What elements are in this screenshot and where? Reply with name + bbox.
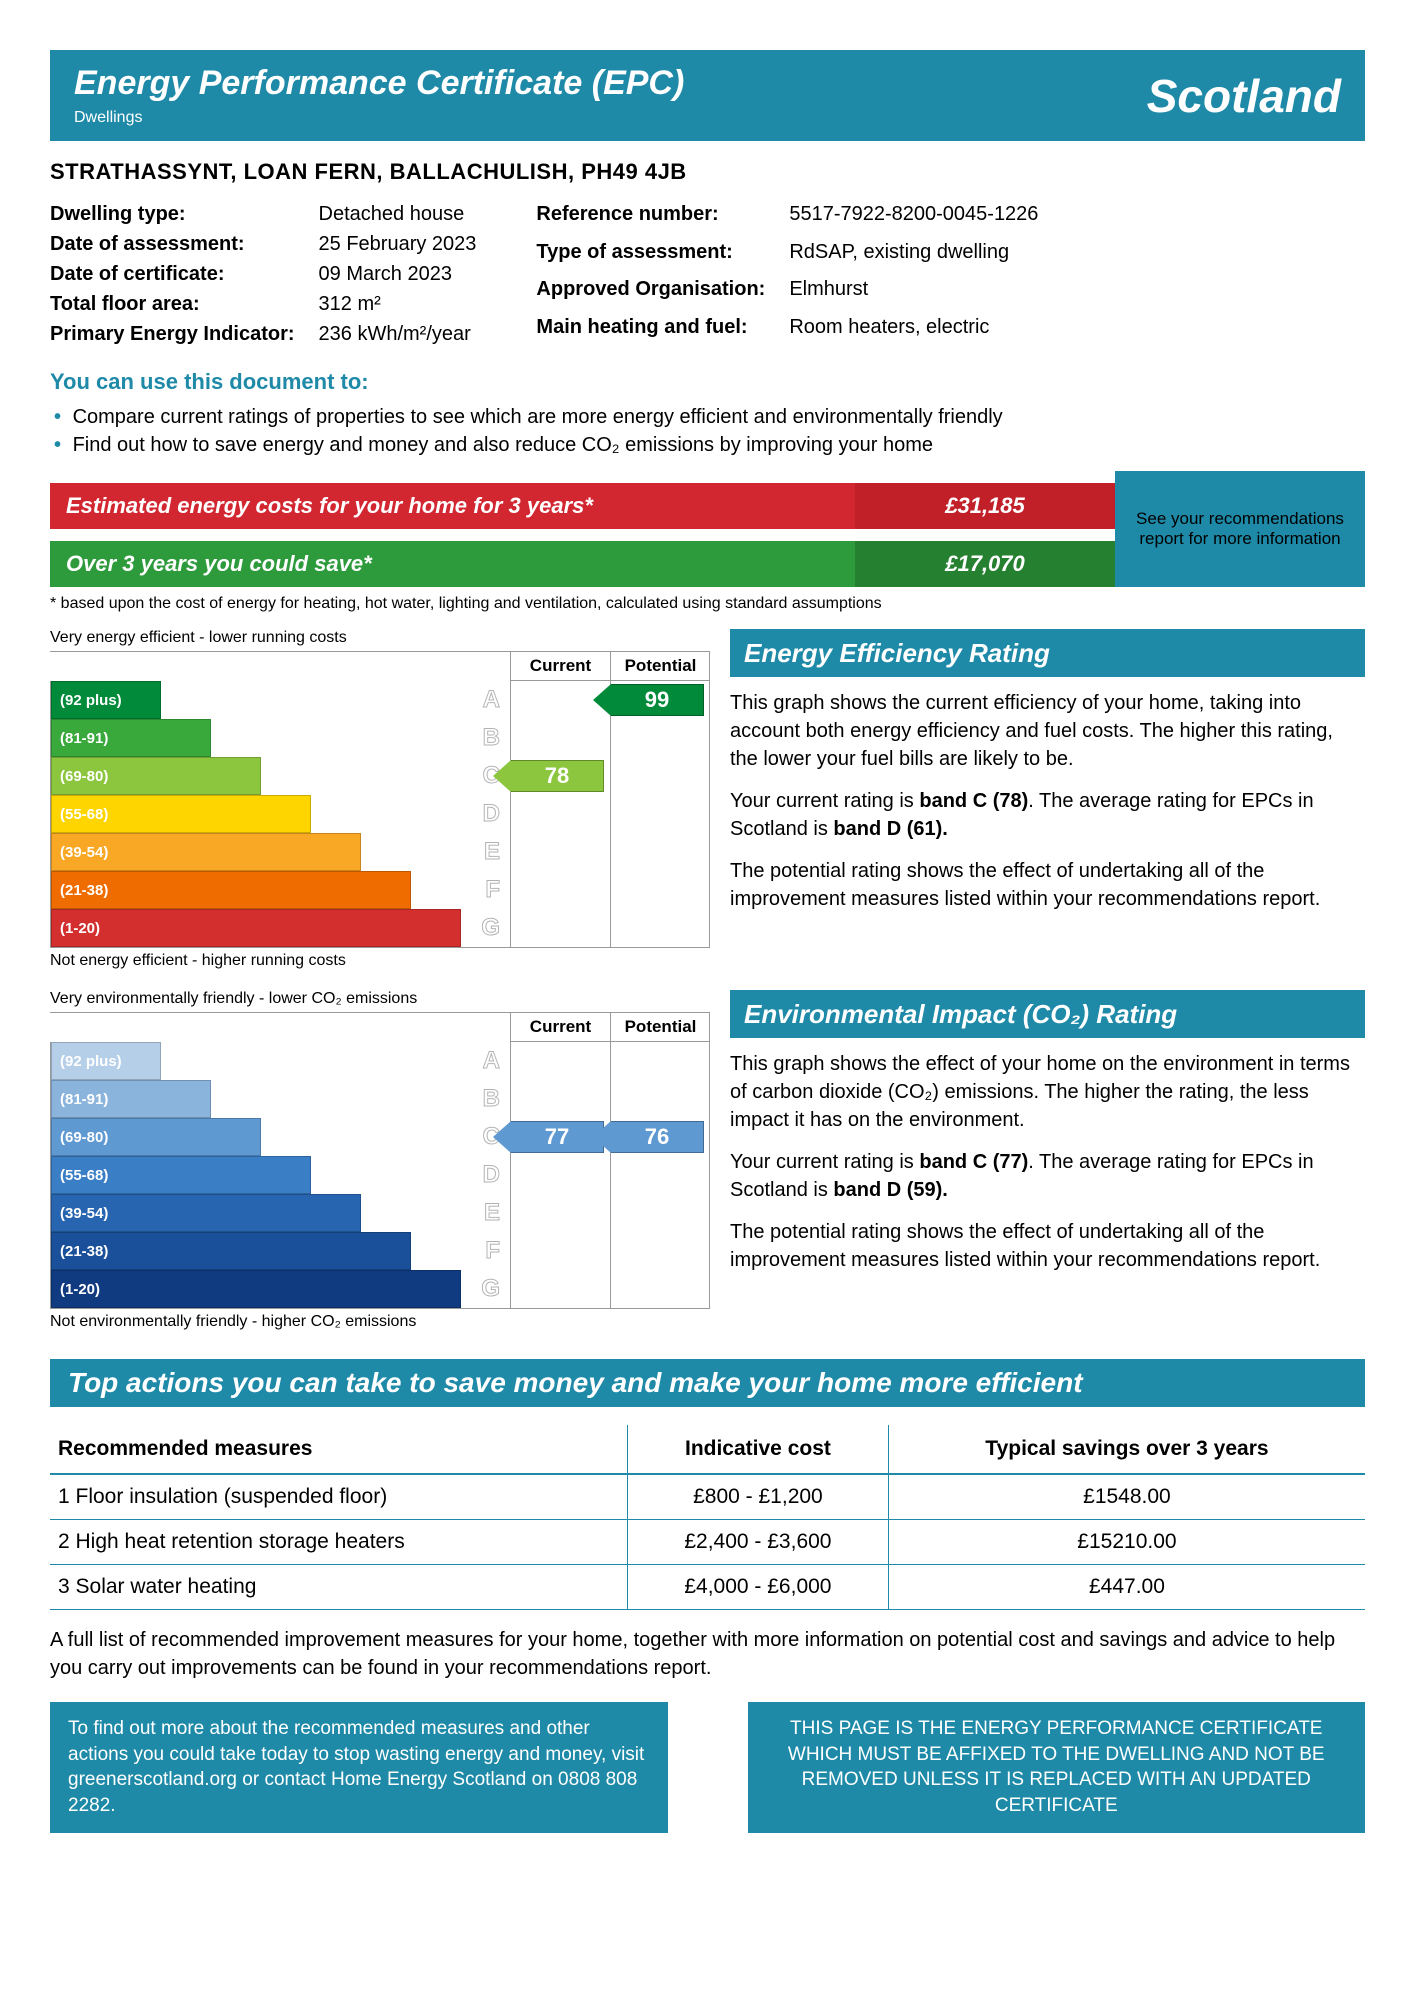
efficiency-chart: Current Potential (92 plus)A(81-91)B(69-… [50, 651, 710, 948]
document-use: You can use this document to: Compare cu… [50, 369, 1365, 459]
after-table-note: A full list of recommended improvement m… [50, 1626, 1365, 1682]
document-use-title: You can use this document to: [50, 369, 1365, 395]
rating-arrow: 78 [493, 760, 604, 792]
heating-label: Main heating and fuel: [536, 312, 765, 350]
rating-arrow: 77 [493, 1121, 604, 1153]
region-label: Scotland [1147, 69, 1341, 123]
col-cost: Indicative cost [627, 1425, 888, 1474]
dwelling-type: Detached house [319, 199, 477, 229]
certificate-date-label: Date of certificate: [50, 259, 295, 289]
use-bullet-1: Compare current ratings of properties to… [54, 403, 1365, 431]
eff-p3: The potential rating shows the effect of… [730, 857, 1365, 913]
table-row: 1 Floor insulation (suspended floor)£800… [50, 1474, 1365, 1520]
pei-value: 236 kWh/m²/year [319, 319, 477, 349]
rating-arrow: 99 [593, 684, 704, 716]
col-measures: Recommended measures [50, 1425, 627, 1474]
eff-p1: This graph shows the current efficiency … [730, 689, 1365, 773]
property-details: Dwelling type: Detached house Date of ass… [50, 199, 1365, 349]
floor-area-label: Total floor area: [50, 289, 295, 319]
estimated-cost-label: Estimated energy costs for your home for… [50, 483, 855, 529]
page-title: Energy Performance Certificate (EPC) [74, 64, 684, 103]
table-row: 3 Solar water heating£4,000 - £6,000£447… [50, 1565, 1365, 1610]
cost-footnote: * based upon the cost of energy for heat… [50, 595, 1365, 613]
current-header: Current [510, 652, 610, 681]
efficiency-rating-title: Energy Efficiency Rating [730, 629, 1365, 677]
organisation: Elmhurst [789, 274, 1038, 312]
page-subtitle: Dwellings [74, 109, 684, 127]
header-bar: Energy Performance Certificate (EPC) Dwe… [50, 50, 1365, 141]
potential-header: Potential [610, 1013, 710, 1042]
eff-chart-top-label: Very energy efficient - lower running co… [50, 629, 710, 647]
env-chart-top-label: Very environmentally friendly - lower CO… [50, 990, 710, 1008]
info-box-left: To find out more about the recommended m… [50, 1702, 668, 1833]
savings-value: £17,070 [855, 541, 1115, 587]
reference-number: 5517-7922-8200-0045-1226 [789, 199, 1038, 237]
assessment-type: RdSAP, existing dwelling [789, 237, 1038, 275]
potential-header: Potential [610, 652, 710, 681]
savings-label: Over 3 years you could save* [50, 541, 855, 587]
environmental-chart: Current Potential (92 plus)A(81-91)B(69-… [50, 1012, 710, 1309]
organisation-label: Approved Organisation: [536, 274, 765, 312]
assessment-date: 25 February 2023 [319, 229, 477, 259]
property-address: STRATHASSYNT, LOAN FERN, BALLACHULISH, P… [50, 159, 1365, 185]
recommendations-note: See your recommendations report for more… [1115, 471, 1365, 587]
use-bullet-2: Find out how to save energy and money an… [54, 431, 1365, 459]
info-box-right: THIS PAGE IS THE ENERGY PERFORMANCE CERT… [748, 1702, 1366, 1833]
current-header: Current [510, 1013, 610, 1042]
pei-label: Primary Energy Indicator: [50, 319, 295, 349]
col-savings: Typical savings over 3 years [888, 1425, 1365, 1474]
reference-label: Reference number: [536, 199, 765, 237]
eff-chart-bottom-label: Not energy efficient - higher running co… [50, 952, 710, 970]
rating-arrow: 76 [593, 1121, 704, 1153]
env-p1: This graph shows the effect of your home… [730, 1050, 1365, 1134]
env-chart-bottom-label: Not environmentally friendly - higher CO… [50, 1313, 710, 1331]
env-p2: Your current rating is band C (77). The … [730, 1148, 1365, 1204]
estimated-cost-value: £31,185 [855, 483, 1115, 529]
env-p3: The potential rating shows the effect of… [730, 1218, 1365, 1274]
eff-p2: Your current rating is band C (78). The … [730, 787, 1365, 843]
environmental-rating-title: Environmental Impact (CO₂) Rating [730, 990, 1365, 1038]
floor-area: 312 m² [319, 289, 477, 319]
table-row: 2 High heat retention storage heaters£2,… [50, 1520, 1365, 1565]
assessment-type-label: Type of assessment: [536, 237, 765, 275]
heating-fuel: Room heaters, electric [789, 312, 1038, 350]
top-actions-title: Top actions you can take to save money a… [50, 1359, 1365, 1407]
certificate-date: 09 March 2023 [319, 259, 477, 289]
recommendations-table: Recommended measures Indicative cost Typ… [50, 1425, 1365, 1610]
assessment-date-label: Date of assessment: [50, 229, 295, 259]
dwelling-type-label: Dwelling type: [50, 199, 295, 229]
